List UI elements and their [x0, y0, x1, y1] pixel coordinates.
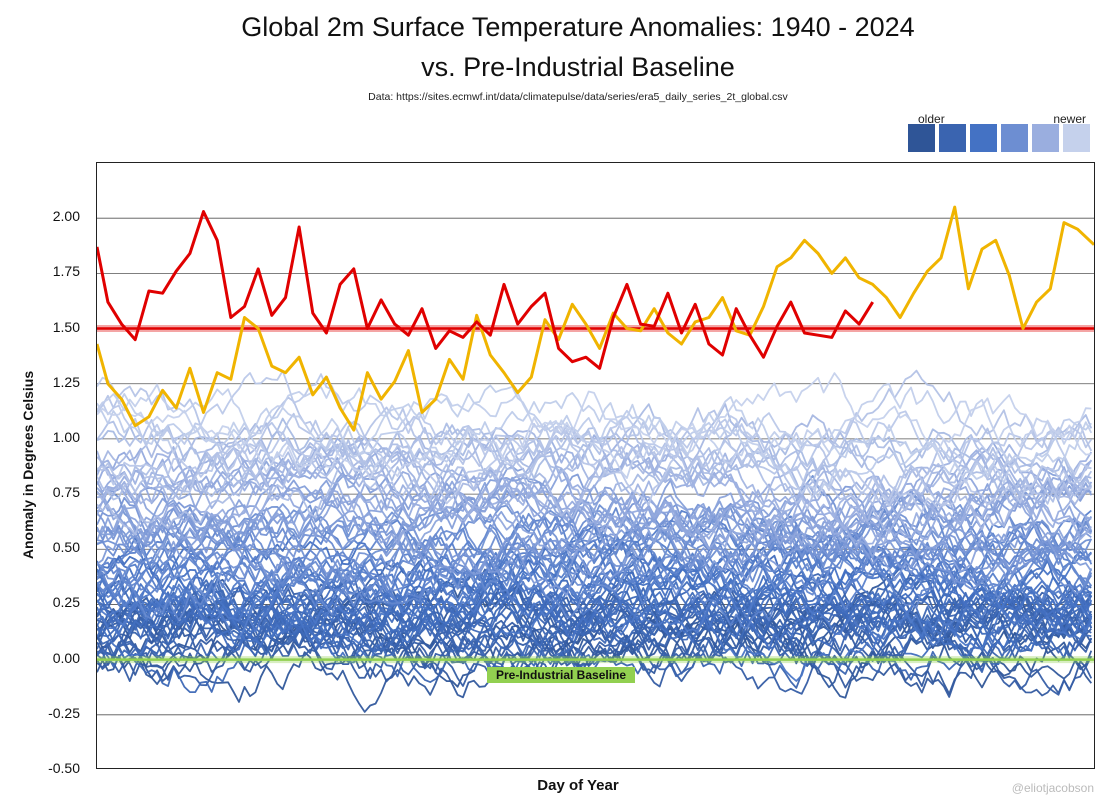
- highlight-series-yellow: [97, 205, 1094, 432]
- year-series-line: [97, 418, 1092, 510]
- y-axis-label: Anomaly in Degrees Celsius: [20, 370, 36, 560]
- highlight-series-red: [97, 210, 874, 370]
- year-series-line: [97, 429, 1093, 534]
- legend-newer-label: newer: [1053, 112, 1086, 126]
- y-tick-label: 0.00: [52, 649, 80, 666]
- year-series-line: [97, 473, 1092, 572]
- year-series-line: [97, 507, 1093, 622]
- legend-swatch: [1032, 124, 1059, 152]
- y-tick-label: 0.50: [52, 539, 80, 556]
- year-series-line: [97, 417, 1092, 494]
- y-tick-label: -0.25: [48, 704, 80, 721]
- year-series-line: [97, 383, 1092, 480]
- author-credit: @eliotjacobson: [1011, 781, 1094, 795]
- year-series-line: [97, 530, 1092, 633]
- year-series-line: [97, 434, 1092, 531]
- year-series-line: [97, 554, 1092, 682]
- data-source-note: Data: https://sites.ecmwf.int/data/clima…: [368, 91, 788, 103]
- year-series-line: [97, 559, 1093, 649]
- y-tick-label: -0.50: [48, 760, 80, 776]
- y-tick-label: 1.00: [52, 428, 80, 445]
- year-series-line: [97, 471, 1092, 573]
- y-tick-label: 0.75: [52, 484, 80, 501]
- year-series-line: [97, 546, 1093, 659]
- year-series-line: [97, 402, 1092, 498]
- year-series-line: [97, 427, 1093, 518]
- year-series-line: [97, 372, 1092, 480]
- y-tick-label: 1.25: [52, 373, 80, 390]
- legend-swatch: [970, 124, 997, 152]
- year-series-line: [97, 536, 1093, 651]
- legend-swatch: [908, 124, 935, 152]
- year-series-line: [97, 376, 1093, 484]
- legend-older-label: older: [918, 112, 945, 126]
- year-series-line: [97, 465, 1093, 581]
- chart-canvas: [97, 205, 1094, 716]
- y-tick-label: 1.75: [52, 263, 80, 280]
- age-color-legend: older newer: [906, 112, 1092, 154]
- year-series-line: [97, 435, 1093, 547]
- year-series-line: [97, 594, 1093, 713]
- legend-swatch: [1063, 124, 1090, 152]
- y-tick-label: 2.00: [52, 208, 80, 225]
- legend-swatch: [939, 124, 966, 152]
- chart-subtitle: vs. Pre-Industrial Baseline: [421, 52, 735, 82]
- x-axis-label: Day of Year: [537, 777, 619, 794]
- y-tick-label: 1.50: [52, 318, 80, 335]
- year-series-line: [97, 599, 1093, 681]
- year-series-line: [97, 457, 1092, 559]
- baseline-label: Pre-Industrial Baseline: [487, 667, 636, 683]
- y-tick-label: 0.25: [52, 594, 80, 611]
- legend-swatch: [1001, 124, 1028, 152]
- chart-title: Global 2m Surface Temperature Anomalies:…: [241, 12, 915, 42]
- year-series-line: [97, 489, 1092, 584]
- year-series-line: [97, 583, 1092, 683]
